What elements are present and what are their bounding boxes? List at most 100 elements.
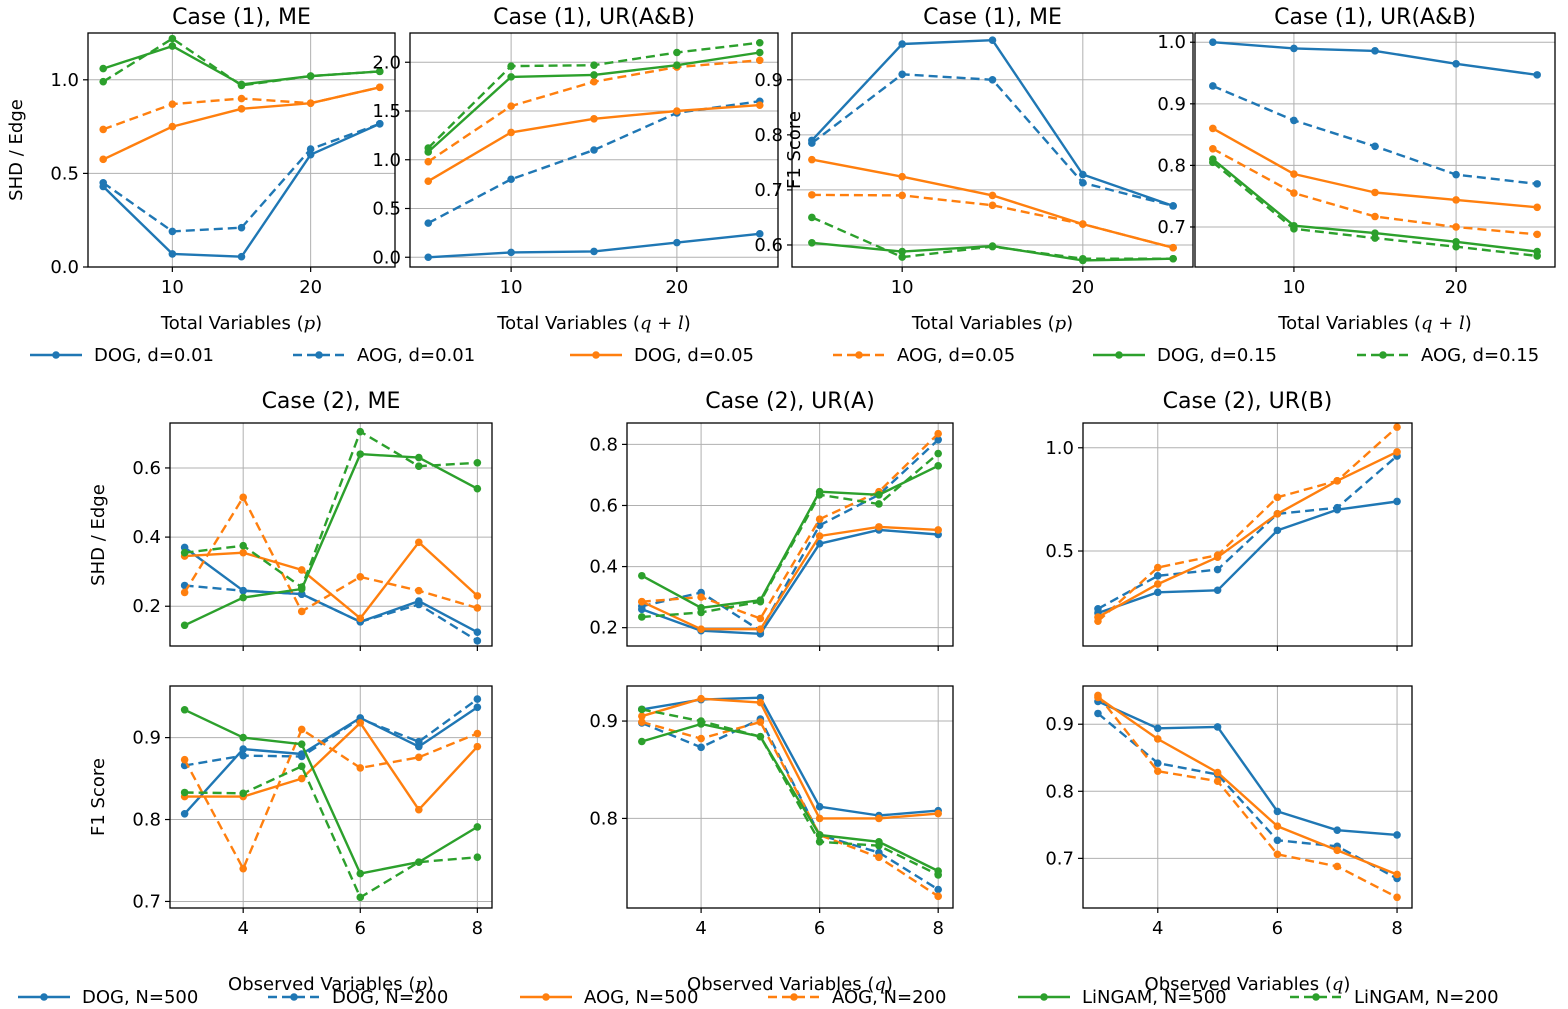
data-point — [1273, 822, 1282, 830]
legend-label: DOG, N=200 — [332, 987, 448, 1008]
data-point — [507, 175, 515, 184]
data-point — [424, 177, 433, 185]
legend-item[interactable]: AOG, N=200 — [768, 987, 946, 1008]
data-point — [697, 734, 705, 743]
data-point — [239, 541, 247, 550]
data-point — [673, 238, 681, 247]
data-point — [237, 105, 246, 113]
y-tick-label: 0.8 — [754, 125, 783, 146]
panel-10: 4 6 8 0.7 0.8 0.9 Observed Variables (q) — [1045, 685, 1413, 995]
axes-frame — [1082, 685, 1413, 909]
legend-item[interactable]: LiNGAM, N=500 — [1018, 987, 1227, 1008]
x-axis-label: Total Variables (p) — [911, 313, 1073, 334]
data-point — [1153, 735, 1162, 743]
data-point — [590, 77, 598, 86]
data-point — [180, 588, 189, 597]
data-point — [1393, 893, 1401, 902]
data-point — [756, 597, 765, 606]
data-point — [1371, 142, 1379, 151]
legend-item[interactable]: LiNGAM, N=200 — [1290, 987, 1499, 1008]
data-point — [875, 841, 883, 850]
legend-marker — [1115, 351, 1123, 359]
data-point — [306, 72, 315, 80]
legend-label: DOG, d=0.15 — [1157, 345, 1277, 366]
data-point — [1533, 230, 1541, 239]
y-tick-label: 0.5 — [372, 199, 401, 220]
series-line — [811, 39, 1174, 208]
data-point — [99, 77, 108, 86]
data-point — [1273, 493, 1282, 502]
data-point — [590, 71, 598, 79]
data-point — [590, 115, 598, 123]
axes-frame — [626, 422, 954, 647]
series-line — [183, 706, 479, 815]
data-point — [1213, 565, 1222, 574]
data-point — [590, 247, 598, 256]
legend-item[interactable]: AOG, d=0.15 — [1357, 345, 1539, 366]
panel-title: Case (1), ME — [172, 5, 311, 30]
data-point — [815, 802, 824, 811]
legend-label: AOG, d=0.15 — [1421, 345, 1539, 366]
legend-item[interactable]: AOG, d=0.01 — [293, 345, 475, 366]
data-point — [755, 48, 764, 57]
series-line — [183, 546, 478, 634]
data-point — [673, 107, 681, 115]
data-point — [473, 458, 482, 467]
series-line — [427, 41, 760, 149]
legend-item[interactable]: DOG, N=200 — [268, 987, 448, 1008]
series-line — [184, 584, 479, 642]
data-point — [424, 253, 433, 262]
data-point — [756, 732, 765, 741]
data-point — [898, 253, 906, 261]
legend-item[interactable]: DOG, d=0.01 — [30, 345, 214, 366]
data-point — [808, 238, 816, 247]
data-point — [1452, 196, 1460, 204]
legend-marker — [290, 993, 298, 1001]
legend-item[interactable]: AOG, N=500 — [520, 987, 698, 1008]
data-point — [1533, 203, 1541, 212]
data-point — [815, 831, 824, 839]
series-line — [1212, 161, 1538, 258]
y-tick-label: 0.5 — [1045, 541, 1074, 562]
legend-marker — [52, 351, 60, 359]
y-tick-label: 0.4 — [589, 557, 618, 578]
data-point — [237, 94, 246, 103]
series-line — [641, 717, 939, 891]
data-point — [590, 61, 598, 69]
legend-item[interactable]: DOG, N=500 — [18, 987, 198, 1008]
panel-5: 0.2 0.4 0.6 Case (2), ME SHD / Edge — [88, 389, 493, 651]
x-tick-label: 6 — [814, 918, 825, 939]
data-point — [1273, 850, 1282, 859]
data-point — [1333, 503, 1342, 512]
plot-area — [1094, 423, 1401, 626]
data-point — [697, 694, 705, 703]
data-point — [239, 864, 247, 873]
legend-item[interactable]: DOG, d=0.05 — [570, 345, 754, 366]
plot-area — [638, 429, 942, 638]
legend-item[interactable]: AOG, d=0.05 — [833, 345, 1015, 366]
legend-item[interactable]: DOG, d=0.15 — [1093, 345, 1277, 366]
legend-marker — [855, 351, 863, 359]
data-point — [1169, 202, 1177, 210]
data-point — [1333, 477, 1342, 485]
y-axis-label: F1 Score — [784, 111, 805, 189]
data-point — [988, 242, 997, 251]
data-point — [239, 789, 247, 798]
data-point — [756, 625, 765, 633]
data-point — [934, 429, 942, 438]
data-point — [1393, 448, 1401, 456]
data-point — [99, 155, 108, 164]
data-point — [1209, 158, 1217, 167]
data-point — [1213, 768, 1222, 777]
data-point — [356, 719, 365, 727]
data-point — [306, 145, 315, 153]
axes-frame — [169, 422, 493, 647]
data-point — [1533, 180, 1541, 188]
data-point — [638, 718, 646, 726]
data-point — [1273, 526, 1282, 535]
data-point — [297, 740, 306, 748]
y-tick-label: 0.6 — [754, 235, 783, 256]
y-tick-label: 0.6 — [589, 495, 618, 516]
plot-area — [99, 34, 384, 261]
x-axis-label: Total Variables (q + l) — [496, 313, 691, 334]
